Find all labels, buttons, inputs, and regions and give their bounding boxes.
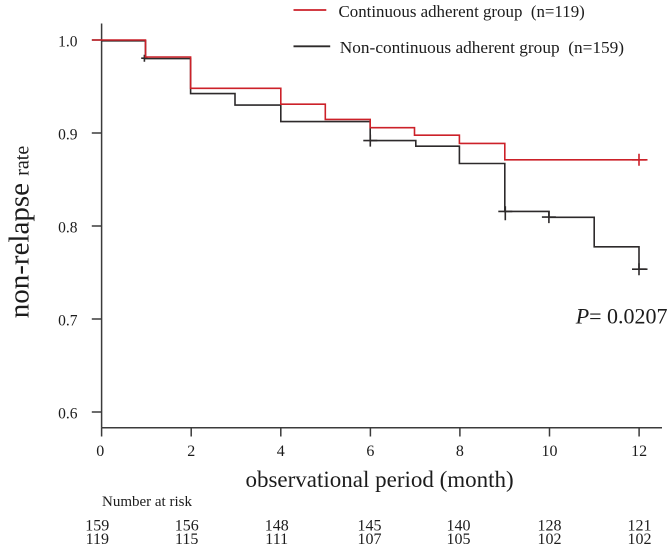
svg-text:0.7: 0.7 — [58, 312, 78, 329]
svg-text:Non-continuous adherent group: Non-continuous adherent group (n=159) — [340, 38, 624, 57]
svg-text:115: 115 — [175, 531, 198, 548]
svg-text:102: 102 — [628, 531, 652, 548]
svg-text:10: 10 — [542, 443, 558, 460]
svg-text:6: 6 — [366, 443, 374, 460]
svg-text:observational period (month): observational period (month) — [245, 467, 513, 492]
svg-text:105: 105 — [447, 531, 471, 548]
svg-text:140: 140 — [447, 518, 471, 535]
svg-text:8: 8 — [456, 443, 464, 460]
svg-text:0: 0 — [96, 443, 104, 460]
svg-text:P= 0.0207: P= 0.0207 — [575, 304, 668, 329]
svg-text:Continuous adherent group (n=: Continuous adherent group (n=119) — [339, 2, 585, 21]
svg-text:non-relapse rate: non-relapse rate — [4, 146, 36, 319]
svg-text:4: 4 — [277, 443, 285, 460]
svg-text:0.9: 0.9 — [58, 126, 78, 143]
svg-text:121: 121 — [628, 518, 652, 535]
svg-text:2: 2 — [187, 443, 195, 460]
svg-text:0.6: 0.6 — [58, 405, 78, 422]
svg-text:107: 107 — [358, 531, 382, 548]
svg-text:128: 128 — [538, 518, 562, 535]
svg-text:1.0: 1.0 — [58, 33, 78, 50]
svg-text:0.8: 0.8 — [58, 219, 78, 236]
svg-text:148: 148 — [265, 518, 289, 535]
svg-text:111: 111 — [265, 531, 288, 548]
svg-text:Number at risk: Number at risk — [102, 494, 192, 510]
svg-text:12: 12 — [631, 443, 647, 460]
svg-text:102: 102 — [538, 531, 562, 548]
svg-text:145: 145 — [358, 518, 382, 535]
svg-text:119: 119 — [86, 531, 109, 548]
svg-text:156: 156 — [175, 518, 199, 535]
svg-text:159: 159 — [85, 518, 109, 535]
